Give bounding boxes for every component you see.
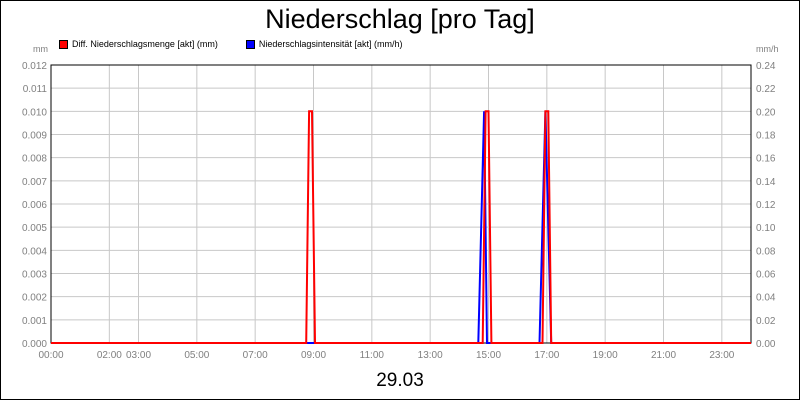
y-left-tick-label: 0.003: [22, 270, 47, 281]
x-tick-label: 13:00: [418, 350, 443, 361]
x-tick-label: 17:00: [534, 350, 559, 361]
x-tick-label: 23:00: [709, 350, 734, 361]
y-right-tick-label: 0.12: [756, 200, 776, 211]
x-tick-label: 00:00: [38, 350, 63, 361]
y-left-tick-label: 0.004: [22, 246, 47, 257]
y-right-tick-label: 0.24: [756, 61, 776, 72]
legend-label-menge: Diff. Niederschlagsmenge [akt] (mm): [72, 39, 218, 49]
y-left-tick-label: 0.008: [22, 154, 47, 165]
y-left-tick-label: 0.010: [22, 107, 47, 118]
x-tick-label: 15:00: [476, 350, 501, 361]
x-tick-label: 03:00: [126, 350, 151, 361]
date-label: 29.03: [376, 370, 424, 391]
y-left-tick-label: 0.000: [22, 339, 47, 350]
y-left-tick-label: 0.012: [22, 61, 47, 72]
y-right-tick-label: 0.16: [756, 154, 776, 165]
y-right-tick-label: 0.08: [756, 246, 776, 257]
legend: Diff. Niederschlagsmenge [akt] (mm) Nied…: [59, 39, 402, 49]
x-tick-label: 21:00: [651, 350, 676, 361]
x-tick-label: 07:00: [243, 350, 268, 361]
y-right-tick-label: 0.02: [756, 316, 776, 327]
y-left-tick-label: 0.006: [22, 200, 47, 211]
y-left-tick-label: 0.011: [23, 84, 48, 95]
y-right-tick-label: 0.00: [756, 339, 776, 350]
legend-swatch-red: [59, 39, 68, 49]
y-left-tick-label: 0.007: [22, 177, 47, 188]
y-right-tick-label: 0.04: [756, 293, 776, 304]
x-tick-label: 02:00: [97, 350, 122, 361]
y-right-tick-label: 0.18: [756, 131, 776, 142]
legend-item-menge: Diff. Niederschlagsmenge [akt] (mm): [59, 39, 218, 49]
x-tick-label: 09:00: [301, 350, 326, 361]
y-right-tick-label: 0.20: [756, 107, 776, 118]
legend-swatch-blue: [245, 39, 255, 49]
right-axis-unit: mm/h: [756, 44, 779, 54]
y-right-tick-label: 0.10: [756, 223, 776, 234]
chart-title: Niederschlag [pro Tag]: [265, 4, 535, 34]
legend-label-intensitaet: Niederschlagsintensität [akt] (mm/h): [258, 39, 403, 49]
y-left-tick-label: 0.005: [22, 223, 47, 234]
y-left-tick-label: 0.009: [22, 131, 47, 142]
y-left-tick-label: 0.001: [22, 316, 47, 327]
y-right-tick-label: 0.06: [756, 270, 776, 281]
y-right-tick-label: 0.22: [756, 84, 776, 95]
legend-item-intensitaet: Niederschlagsintensität [akt] (mm/h): [245, 39, 403, 49]
x-tick-label: 19:00: [593, 350, 618, 361]
x-tick-label: 05:00: [184, 350, 209, 361]
y-right-tick-label: 0.14: [756, 177, 776, 188]
y-left-tick-label: 0.002: [22, 293, 47, 304]
series-line-menge: [51, 110, 751, 344]
left-axis-unit: mm: [33, 44, 48, 54]
x-tick-label: 11:00: [360, 350, 385, 361]
